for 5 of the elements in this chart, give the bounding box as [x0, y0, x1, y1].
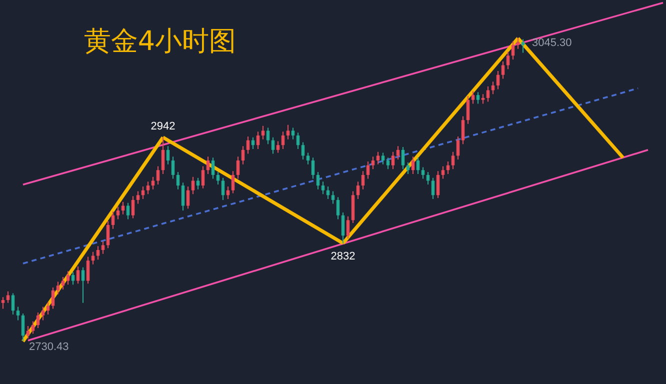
annotation: 2730.43 [29, 341, 69, 353]
title: 黄金4小时图 [84, 26, 236, 57]
annotation: 2832 [330, 250, 356, 262]
annotation: 3045.30 [532, 37, 572, 49]
annotation: 2942 [150, 120, 176, 132]
